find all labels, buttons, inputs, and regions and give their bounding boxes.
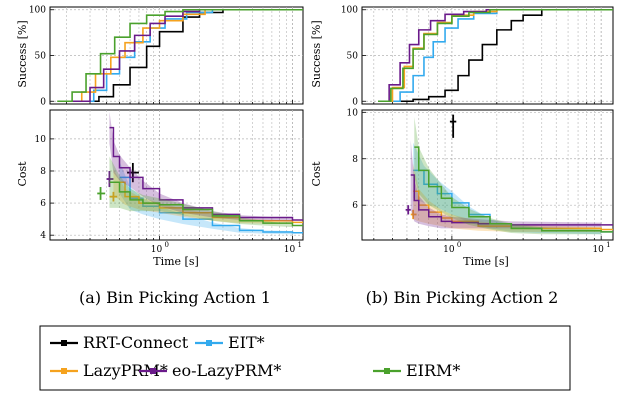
success-line-RRT-Connect [83, 8, 303, 103]
panel-a-success-chart: 0 50 100 [29, 6, 303, 107]
legend-label-LazyPRM*: LazyPRM* [83, 361, 168, 380]
legend-label-RRT-Connect: RRT-Connect [83, 333, 189, 352]
cost-line-EIRM* [109, 181, 303, 227]
cost-band-EIT* [119, 161, 293, 235]
panel-a-caption: (a) Bin Picking Action 1 [79, 288, 271, 307]
panel-a-cost-xtick-label: 10 [151, 245, 163, 255]
panel-b-success-ylabel: Success [%] [310, 20, 323, 87]
panel-a-success-ytick-label: 50 [35, 52, 47, 62]
panel-b-xlabel: Time [s] [463, 255, 509, 268]
success-line-EIT* [81, 8, 303, 103]
cost-line-EIT* [119, 176, 303, 234]
cost-band-LazyPRM* [113, 169, 293, 224]
success-line-eo-LazyPRM* [378, 8, 613, 103]
panel-a-cost-ytick-label: 4 [40, 231, 46, 241]
panel-a-xlabel: Time [s] [153, 255, 199, 268]
panel-b-success-ytick-label: 100 [341, 6, 358, 16]
cost-line-LazyPRM* [413, 190, 613, 231]
panel-a-cost-ytick-label: 6 [40, 199, 46, 209]
legend-marker-eo-LazyPRM* [150, 368, 156, 374]
panel-b-cost-ylabel: Cost [310, 161, 323, 187]
legend-label-eo-LazyPRM*: eo-LazyPRM* [172, 361, 281, 380]
panel-b-caption: (b) Bin Picking Action 2 [366, 288, 559, 307]
cost-line-LazyPRM* [113, 181, 303, 224]
panel-b-cost-ytick-label: 8 [352, 155, 358, 165]
cost-band-EIRM* [109, 156, 293, 228]
panel-a-cost-xtick-label-exponent: 0 [165, 241, 169, 249]
cost-band-EIT* [413, 142, 602, 235]
legend-marker-EIT* [206, 340, 212, 346]
legend-marker-EIRM* [384, 368, 390, 374]
legend-label-EIT*: EIT* [228, 333, 265, 352]
panel-b-success-ytick-label: 0 [352, 97, 358, 107]
legend-box [39, 325, 571, 391]
legend-items: RRT-Connect EIT* LazyPRM* eo-LazyPRM* EIRM* [50, 333, 460, 380]
panel-a-success-ylabel: Success [%] [16, 20, 29, 87]
panel-b-cost-xtick-label: 10 [443, 245, 455, 255]
panel-b-cost-ytick-label: 10 [347, 108, 359, 118]
panel-a-cost-plot-area [49, 109, 304, 241]
legend-label-EIRM*: EIRM* [406, 361, 460, 380]
success-line-LazyPRM* [63, 8, 303, 103]
panel-a-success-ytick-label: 0 [40, 97, 46, 107]
panel-a-cost-xtick-label: 10 [284, 245, 296, 255]
panel-b-success-ytick-label: 50 [347, 52, 359, 62]
panel-a-cost-xtick-label-exponent: 1 [297, 241, 301, 249]
success-line-EIT* [383, 8, 613, 103]
panel-b-success-chart: 0 50 100 [341, 6, 613, 107]
success-line-EIRM* [57, 8, 303, 103]
legend: RRT-Connect EIT* LazyPRM* eo-LazyPRM* EIRM* [39, 325, 571, 391]
panel-b-cost-xtick-label: 10 [592, 245, 604, 255]
cost-band-eo-LazyPRM* [109, 111, 293, 222]
success-line-RRT-Connect [400, 8, 613, 103]
panel-b-cost-xtick-label-exponent: 0 [457, 241, 461, 249]
panel-b-cost-plot-area [361, 109, 614, 241]
cost-line-EIRM* [414, 146, 613, 233]
panel-a-success-ytick-label: 100 [29, 6, 46, 16]
panel-b-cost-xtick-label-exponent: 1 [606, 241, 610, 249]
success-line-EIRM* [378, 8, 613, 103]
panel-a-cost-ylabel: Cost [16, 161, 29, 187]
success-line-eo-LazyPRM* [72, 8, 303, 103]
panel-b-cost-ytick-label: 6 [352, 201, 358, 211]
panel-a-cost-ytick-label: 10 [35, 135, 47, 145]
cost-band-EIRM* [414, 116, 602, 235]
legend-marker-LazyPRM* [61, 368, 67, 374]
legend-marker-RRT-Connect [61, 340, 67, 346]
panel-a-cost-ytick-label: 8 [40, 167, 46, 177]
cost-band-eo-LazyPRM* [410, 140, 602, 229]
